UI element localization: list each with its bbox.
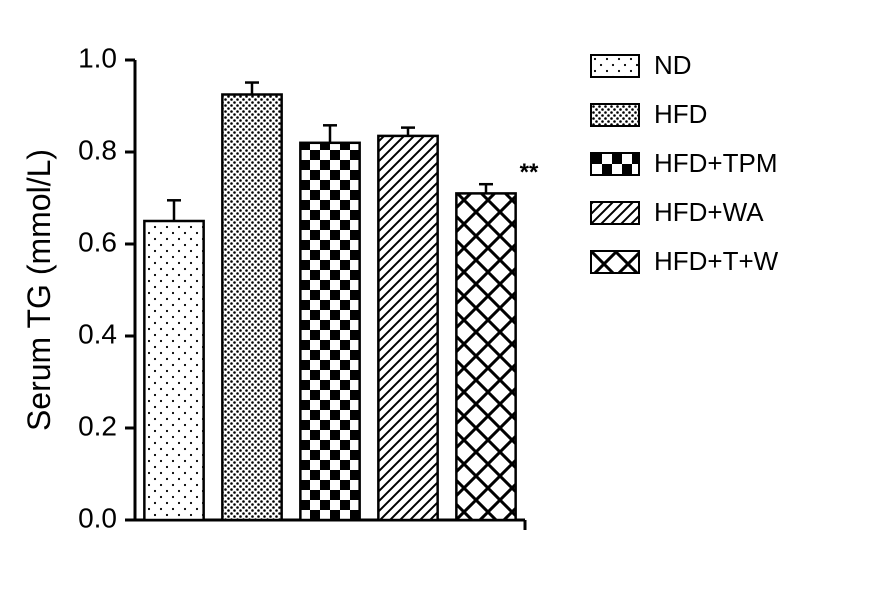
svg-text:0.0: 0.0 [78,502,117,533]
legend-label: HFD+WA [654,197,764,228]
legend-item: HFD+WA [590,197,778,228]
svg-text:0.6: 0.6 [78,226,117,257]
legend-swatch [590,201,640,225]
legend-label: ND [654,50,692,81]
legend-label: HFD+TPM [654,148,778,179]
chart-container: 0.0 0.2 0.4 0.6 0.8 1.0 Serum TG (mmol/L) ** ND… [20,20,858,585]
bar-chart: 0.0 0.2 0.4 0.6 0.8 1.0 Serum TG (mmol/L) ** [20,20,550,585]
svg-text:1.0: 1.0 [78,42,117,73]
legend-swatch [590,103,640,127]
svg-text:0.2: 0.2 [78,410,117,441]
legend-item: ND [590,50,778,81]
legend-swatch [590,152,640,176]
legend-swatch [590,54,640,78]
svg-text:0.4: 0.4 [78,318,117,349]
legend-item: HFD [590,99,778,130]
legend-swatch [590,250,640,274]
svg-text:Serum TG (mmol/L): Serum TG (mmol/L) [21,149,57,431]
legend-item: HFD+TPM [590,148,778,179]
legend-label: HFD [654,99,707,130]
legend-item: HFD+T+W [590,246,778,277]
svg-text:0.8: 0.8 [78,134,117,165]
legend: ND HFD HFD+TPM HFD+WA HFD+T+W [590,50,778,295]
legend-label: HFD+T+W [654,246,778,277]
svg-text:**: ** [520,159,539,186]
